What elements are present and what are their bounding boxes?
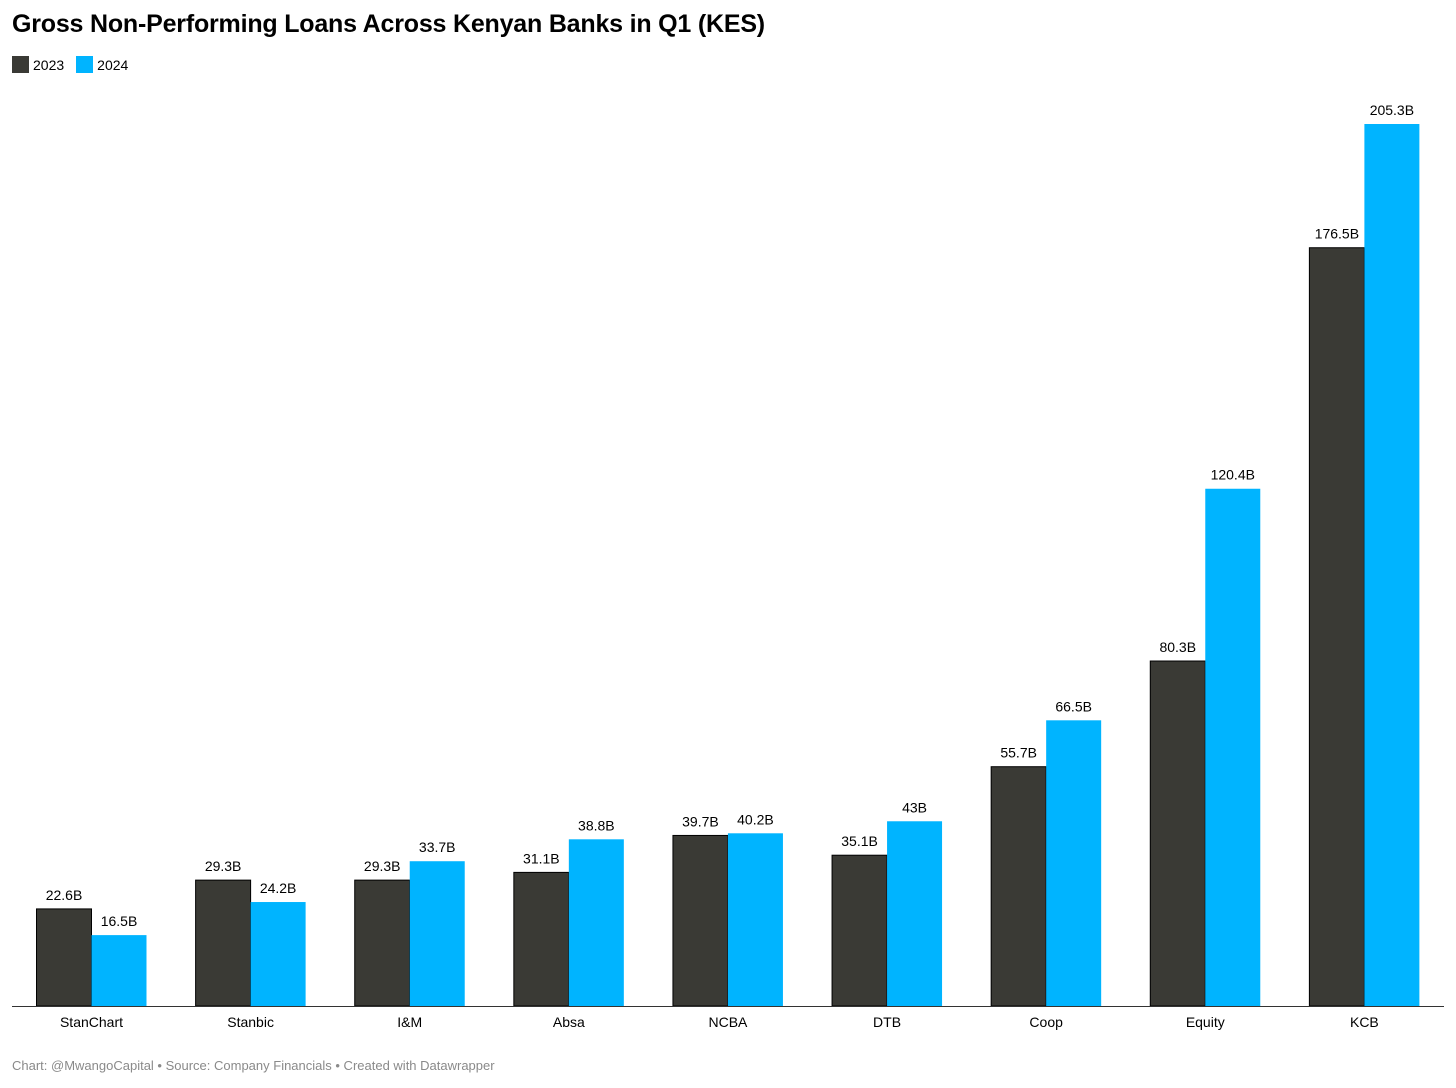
bar-absa-2024 xyxy=(568,839,624,1006)
data-label-dtb-2024: 43B xyxy=(902,799,927,815)
x-tick-label-i-m: I&M xyxy=(397,1014,422,1030)
bar-stanchart-2023 xyxy=(36,908,92,1007)
data-label-dtb-2023: 35.1B xyxy=(841,833,878,849)
bar-absa-2023 xyxy=(513,871,570,1007)
legend-label-2024: 2024 xyxy=(97,56,129,73)
data-label-kcb-2024: 205.3B xyxy=(1370,102,1414,118)
data-label-i-m-2023: 29.3B xyxy=(364,858,401,874)
x-tick-label-stanchart: StanChart xyxy=(60,1014,123,1030)
bar-kcb-2024 xyxy=(1364,124,1420,1006)
bar-stanchart-2024 xyxy=(91,935,147,1006)
bar-i-m-2024 xyxy=(409,861,465,1006)
bar-stanbic-2024 xyxy=(250,902,306,1006)
x-tick-label-ncba: NCBA xyxy=(708,1014,748,1030)
data-label-stanbic-2023: 29.3B xyxy=(205,858,242,874)
data-label-ncba-2024: 40.2B xyxy=(737,811,774,827)
legend-item-2023: 2023 xyxy=(12,56,64,73)
legend-label-2023: 2023 xyxy=(33,56,65,73)
chart-title: Gross Non-Performing Loans Across Kenyan… xyxy=(12,10,765,38)
legend: 2023 2024 xyxy=(12,56,128,73)
chart-footer: Chart: @MwangoCapital • Source: Company … xyxy=(12,1058,495,1073)
bar-i-m-2023 xyxy=(354,879,411,1007)
bar-dtb-2023 xyxy=(831,854,888,1007)
data-label-absa-2023: 31.1B xyxy=(523,850,560,866)
data-label-coop-2024: 66.5B xyxy=(1055,698,1092,714)
data-label-stanbic-2024: 24.2B xyxy=(260,880,297,896)
bar-coop-2023 xyxy=(990,766,1047,1007)
x-tick-label-kcb: KCB xyxy=(1350,1014,1379,1030)
x-tick-label-dtb: DTB xyxy=(873,1014,901,1030)
legend-swatch-2024 xyxy=(76,56,94,73)
data-label-stanchart-2023: 22.6B xyxy=(46,887,83,903)
bar-kcb-2023 xyxy=(1308,247,1365,1007)
bar-dtb-2024 xyxy=(887,821,943,1006)
bar-ncba-2024 xyxy=(727,833,783,1006)
bar-equity-2023 xyxy=(1149,660,1206,1007)
legend-swatch-2023 xyxy=(12,56,29,73)
bar-stanbic-2023 xyxy=(195,879,252,1007)
legend-item-2024: 2024 xyxy=(76,56,128,73)
data-label-absa-2024: 38.8B xyxy=(578,817,615,833)
bar-equity-2024 xyxy=(1205,488,1261,1007)
data-label-coop-2023: 55.7B xyxy=(1000,745,1037,761)
data-label-i-m-2024: 33.7B xyxy=(419,839,456,855)
bar-ncba-2023 xyxy=(672,834,729,1007)
data-label-kcb-2023: 176.5B xyxy=(1315,226,1359,242)
bar-coop-2024 xyxy=(1046,720,1102,1006)
data-label-stanchart-2024: 16.5B xyxy=(101,913,138,929)
x-tick-label-absa: Absa xyxy=(553,1014,585,1030)
x-tick-label-stanbic: Stanbic xyxy=(227,1014,274,1030)
x-tick-label-equity: Equity xyxy=(1186,1014,1225,1030)
data-label-equity-2023: 80.3B xyxy=(1159,639,1196,655)
x-tick-label-coop: Coop xyxy=(1029,1014,1063,1030)
data-label-ncba-2023: 39.7B xyxy=(682,813,719,829)
data-label-equity-2024: 120.4B xyxy=(1211,467,1255,483)
